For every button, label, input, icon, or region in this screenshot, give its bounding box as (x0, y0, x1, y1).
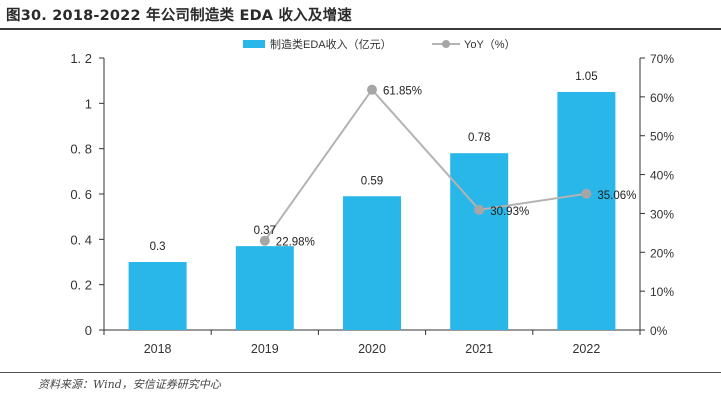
bar-data-label: 0.59 (361, 175, 383, 187)
source-note: 资料来源：Wind，安信证券研究中心 (38, 378, 221, 391)
left-axis-tick-label: 0 (85, 323, 92, 338)
figure-title: 图30. 2018-2022 年公司制造类 EDA 收入及增速 (6, 8, 352, 24)
yoy-marker (581, 188, 592, 199)
right-axis-tick-label: 40% (650, 169, 674, 183)
title-divider (0, 28, 721, 30)
legend-line-label: YoY（%） (464, 38, 516, 51)
yoy-marker (474, 204, 485, 215)
bar (343, 196, 401, 330)
yoy-line (263, 88, 587, 242)
bar (450, 153, 509, 330)
right-axis-tick-label: 0% (650, 324, 668, 338)
right-axis-tick-label: 20% (650, 246, 674, 260)
yoy-data-label: 22.98% (276, 237, 315, 249)
legend-bar-label: 制造类EDA收入（亿元） (270, 37, 392, 51)
bar (128, 262, 187, 330)
bar-data-label: 0.37 (254, 225, 276, 237)
left-axis-tick-label: 0. 8 (70, 142, 92, 157)
left-axis-tick-label: 1. 2 (70, 51, 92, 66)
x-axis-tick-label: 2019 (251, 342, 279, 356)
bar-data-label: 0.78 (468, 132, 490, 144)
yoy-data-label: 35.06% (597, 190, 636, 202)
left-axis-tick-label: 1 (85, 96, 92, 111)
bar (235, 246, 294, 330)
x-axis-tick-label: 2021 (465, 342, 493, 356)
right-axis-tick-label: 30% (650, 207, 674, 221)
left-axis-tick-label: 0. 2 (70, 278, 92, 293)
bar-data-label: 1.05 (575, 71, 597, 83)
yoy-marker (367, 84, 377, 95)
chart: 制造类EDA收入（亿元） YoY（%） 0 0. 2 0. 4 0. 6 0. 8 1 1.… (70, 37, 674, 356)
x-axis-tick-label: 2018 (144, 342, 172, 356)
left-axis-tick-label: 0. 6 (70, 187, 92, 202)
bar (557, 92, 616, 330)
right-axis-tick-label: 60% (650, 91, 674, 105)
footer-divider (0, 372, 721, 374)
yoy-data-label: 61.85% (383, 86, 422, 98)
yoy-data-label: 30.93% (490, 206, 529, 218)
legend-bar-swatch (243, 40, 265, 48)
legend-line-marker (442, 40, 450, 48)
x-axis-tick-label: 2020 (358, 342, 386, 356)
yoy-marker (259, 235, 270, 246)
x-axis-tick-label: 2022 (572, 342, 600, 356)
bar-data-label: 0.3 (150, 241, 166, 253)
right-axis-tick-label: 70% (650, 52, 674, 66)
right-axis-tick-label: 50% (650, 130, 674, 144)
legend: 制造类EDA收入（亿元） YoY（%） (243, 37, 516, 51)
left-axis-tick-label: 0. 4 (70, 232, 92, 247)
right-axis-tick-label: 10% (650, 285, 674, 299)
